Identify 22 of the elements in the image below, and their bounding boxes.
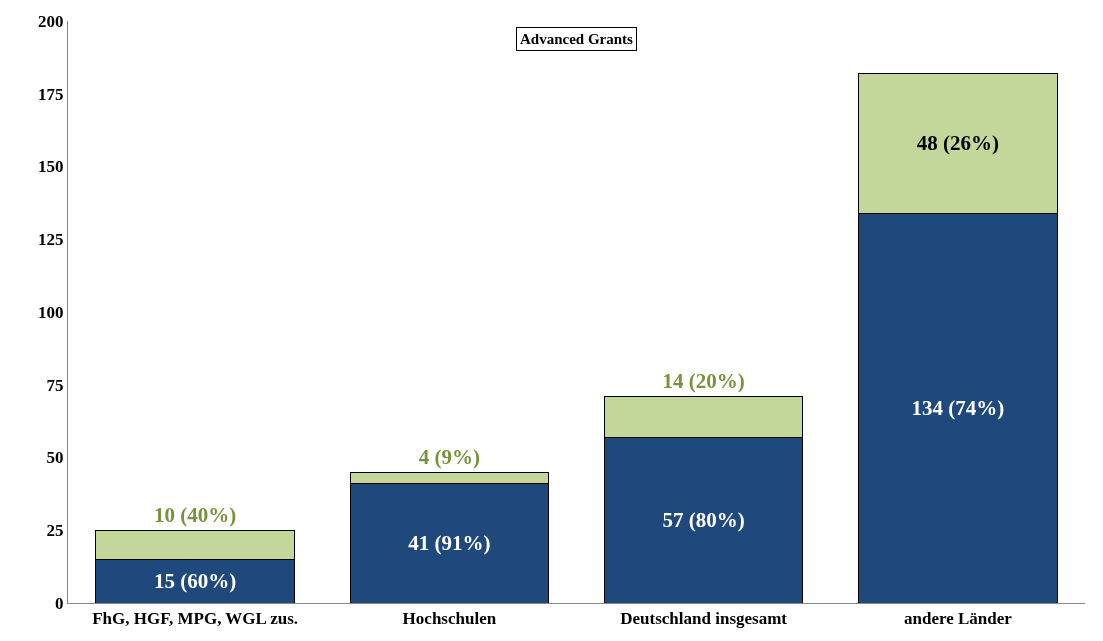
data-label: 10 (40%) [154,503,237,528]
text: Advanced Grants [520,31,634,47]
y-tick-label: 150 [38,157,64,177]
y-tick-label: 125 [38,230,64,250]
data-label: 41 (91%) [408,531,491,556]
data-label: 4 (9%) [418,445,480,470]
y-tick-label: 100 [38,302,64,322]
y-tick-label: 0 [55,593,64,613]
data-label: 14 (20%) [662,369,745,394]
data-label: 48 (26%) [916,131,999,156]
data-label: 57 (80%) [662,508,745,533]
data-label: 134 (74%) [911,396,1005,421]
y-tick-label: 25 [46,521,64,541]
y-tick-label: 50 [46,448,64,468]
y-tick-label: 75 [46,375,64,395]
x-tick-label: FhG, HGF, MPG, WGL zus. [92,609,299,629]
data-label: 15 (60%) [154,569,237,594]
y-tick-label: 200 [38,11,64,31]
y-tick-label: 175 [38,84,64,104]
x-tick-label: Hochschulen [402,609,497,629]
x-tick-label: andere Länder [903,609,1013,629]
x-tick-label: Deutschland insgesamt [620,609,788,629]
